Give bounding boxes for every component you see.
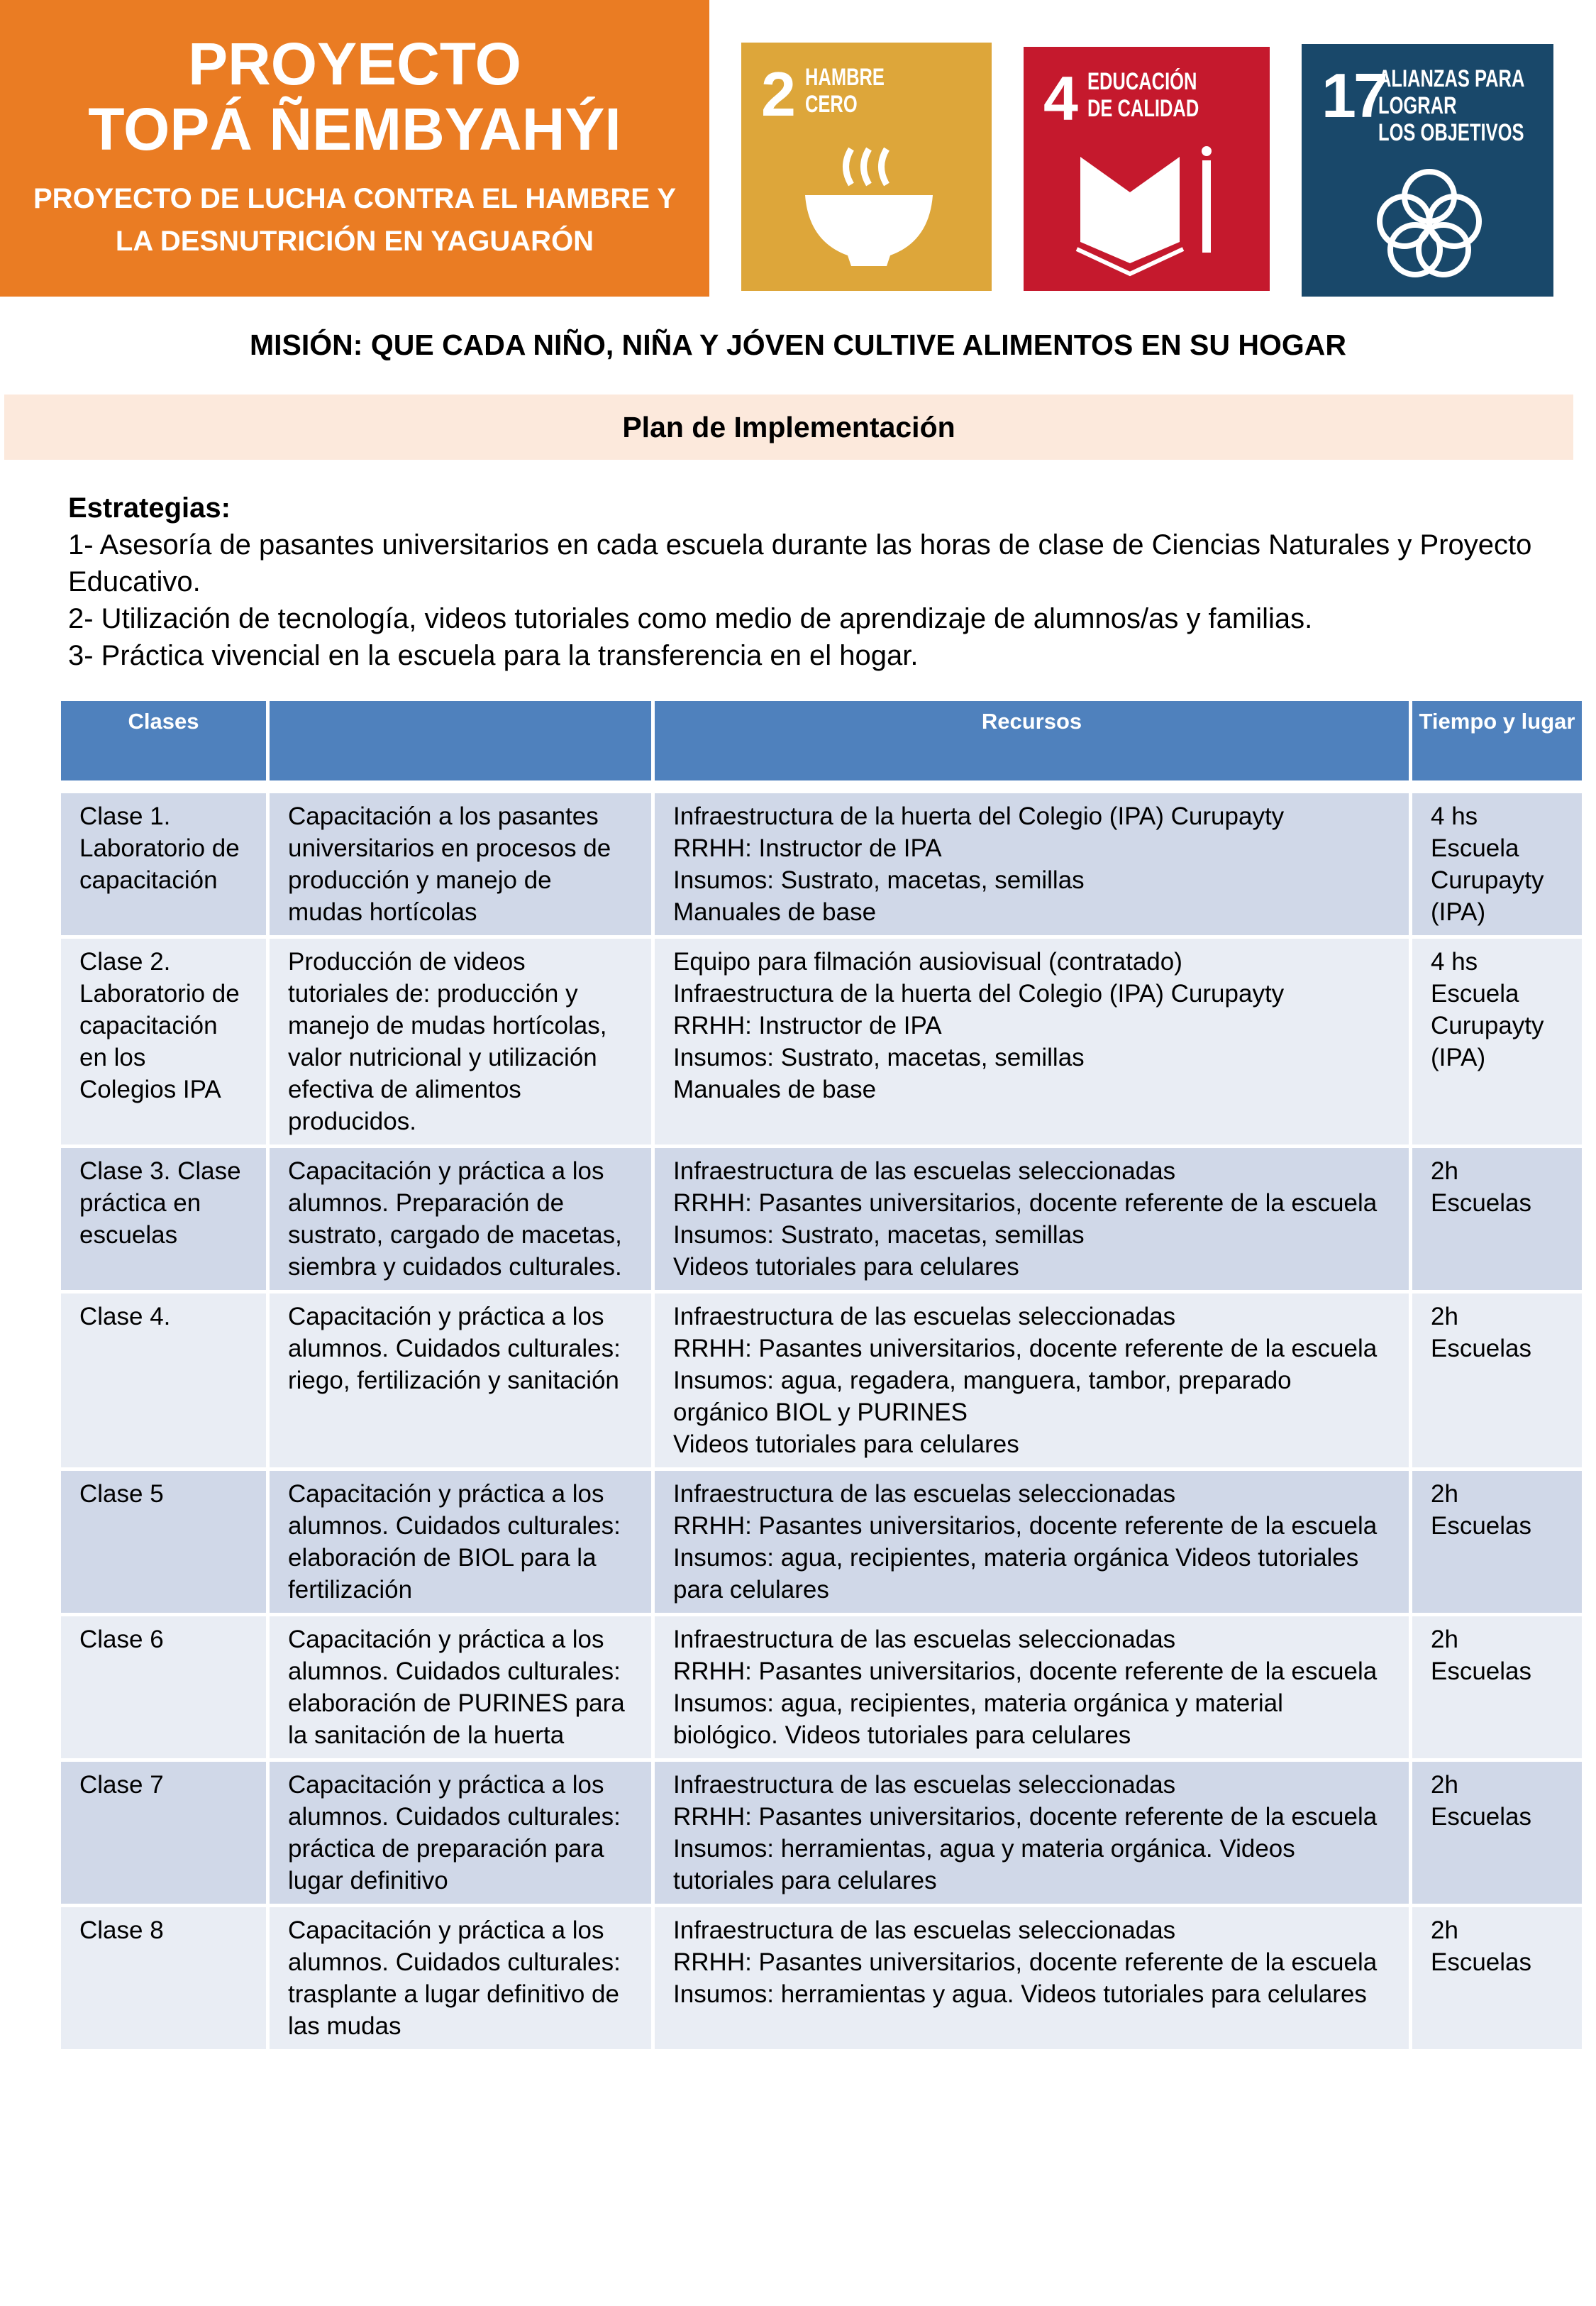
book-icon <box>1075 146 1212 277</box>
cell-clase: Clase 6 <box>61 1616 266 1758</box>
table-row: Clase 8 Capacitación y práctica a los alu… <box>61 1907 1582 2049</box>
cell-recursos: Infraestructura de las escuelas seleccio… <box>655 1471 1409 1613</box>
cell-descripcion: Capacitación y práctica a los alumnos. C… <box>270 1762 651 1904</box>
project-title: PROYECTO TOPÁ ÑEMBYAHÝI <box>88 31 621 162</box>
cell-recursos: Infraestructura de las escuelas seleccio… <box>655 1293 1409 1467</box>
bowl-icon <box>805 147 933 266</box>
sdg-tile-4: 4 EDUCACIÓN DE CALIDAD <box>1024 47 1270 291</box>
strategies-heading: Estrategias: <box>68 492 231 524</box>
cell-clase: Clase 2. Laboratorio de capacitación en … <box>61 939 266 1144</box>
sdg-tile-2: 2 HAMBRE CERO <box>741 43 992 291</box>
table-row: Clase 7 Capacitación y práctica a los alu… <box>61 1762 1582 1904</box>
table-row: Clase 4. Capacitación y práctica a los al… <box>61 1293 1582 1467</box>
cell-tiempo: 2h Escuelas <box>1412 1293 1582 1467</box>
cell-clase: Clase 4. <box>61 1293 266 1467</box>
implementation-table: Clases Recursos Tiempo y lugar Clase 1. … <box>57 697 1585 2053</box>
strategy-item: 3- Práctica vivencial en la escuela para… <box>68 640 919 671</box>
cell-clase: Clase 8 <box>61 1907 266 2049</box>
cell-descripcion: Capacitación a los pasantes universitari… <box>270 793 651 935</box>
table-row: Clase 6 Capacitación y práctica a los alu… <box>61 1616 1582 1758</box>
cell-tiempo: 4 hs Escuela Curupayty (IPA) <box>1412 793 1582 935</box>
cell-tiempo: 2h Escuelas <box>1412 1616 1582 1758</box>
cell-descripcion: Capacitación y práctica a los alumnos. C… <box>270 1471 651 1613</box>
cell-recursos: Infraestructura de las escuelas seleccio… <box>655 1616 1409 1758</box>
cell-tiempo: 2h Escuelas <box>1412 1762 1582 1904</box>
strategies: Estrategias: 1- Asesoría de pasantes uni… <box>68 490 1565 674</box>
table-row: Clase 1. Laboratorio de capacitación Capa… <box>61 793 1582 935</box>
header-description <box>270 701 651 780</box>
cell-descripcion: Producción de videos tutoriales de: prod… <box>270 939 651 1144</box>
header-tiempo: Tiempo y lugar <box>1412 701 1582 780</box>
sdg-tile-17: 17 ALIANZAS PARA LOGRAR LOS OBJETIVOS <box>1302 44 1553 297</box>
table-row: Clase 2. Laboratorio de capacitación en … <box>61 939 1582 1144</box>
table-row: Clase 3. Clase práctica en escuelas Capac… <box>61 1148 1582 1290</box>
cell-descripcion: Capacitación y práctica a los alumnos. C… <box>270 1907 651 2049</box>
cell-tiempo: 2h Escuelas <box>1412 1148 1582 1290</box>
cell-descripcion: Capacitación y práctica a los alumnos. P… <box>270 1148 651 1290</box>
cell-recursos: Infraestructura de las escuelas seleccio… <box>655 1148 1409 1290</box>
plan-title: Plan de Implementación <box>4 395 1573 460</box>
mission-statement: MISIÓN: QUE CADA NIÑO, NIÑA Y JÓVEN CULT… <box>250 329 1346 361</box>
header-recursos: Recursos <box>655 701 1409 780</box>
cell-tiempo: 2h Escuelas <box>1412 1907 1582 2049</box>
cell-tiempo: 4 hs Escuela Curupayty (IPA) <box>1412 939 1582 1144</box>
cell-recursos: Infraestructura de las escuelas seleccio… <box>655 1762 1409 1904</box>
cell-clase: Clase 1. Laboratorio de capacitación <box>61 793 266 935</box>
header-clases: Clases <box>61 701 266 780</box>
cell-clase: Clase 7 <box>61 1762 266 1904</box>
cell-recursos: Equipo para filmación ausiovisual (contr… <box>655 939 1409 1144</box>
cell-recursos: Infraestructura de las escuelas seleccio… <box>655 1907 1409 2049</box>
cell-tiempo: 2h Escuelas <box>1412 1471 1582 1613</box>
cell-recursos: Infraestructura de la huerta del Colegio… <box>655 793 1409 935</box>
project-banner: PROYECTO TOPÁ ÑEMBYAHÝI PROYECTO DE LUCHA… <box>0 0 709 297</box>
strategy-item: 2- Utilización de tecnología, videos tut… <box>68 603 1313 634</box>
cell-clase: Clase 3. Clase práctica en escuelas <box>61 1148 266 1290</box>
project-subtitle: PROYECTO DE LUCHA CONTRA EL HAMBRE Y LA D… <box>33 183 676 257</box>
cell-descripcion: Capacitación y práctica a los alumnos. C… <box>270 1293 651 1467</box>
cell-clase: Clase 5 <box>61 1471 266 1613</box>
table-row: Clase 5 Capacitación y práctica a los alu… <box>61 1471 1582 1613</box>
cell-descripcion: Capacitación y práctica a los alumnos. C… <box>270 1616 651 1758</box>
strategy-item: 1- Asesoría de pasantes universitarios e… <box>68 529 1532 597</box>
flower-icon <box>1377 169 1482 277</box>
